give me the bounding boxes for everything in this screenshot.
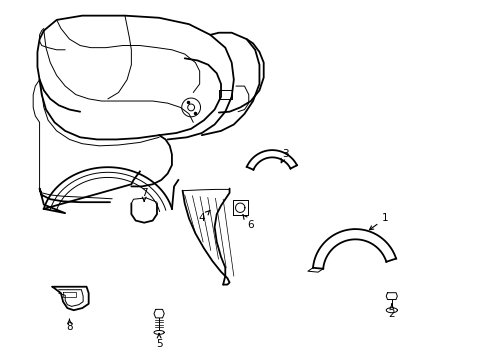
Text: 1: 1 <box>369 213 388 230</box>
Text: 7: 7 <box>141 188 147 201</box>
Text: 4: 4 <box>198 210 209 224</box>
Text: 2: 2 <box>387 304 394 319</box>
Text: 8: 8 <box>66 319 73 332</box>
Text: 6: 6 <box>243 215 254 230</box>
Text: 3: 3 <box>281 149 288 163</box>
Text: 5: 5 <box>156 334 162 349</box>
